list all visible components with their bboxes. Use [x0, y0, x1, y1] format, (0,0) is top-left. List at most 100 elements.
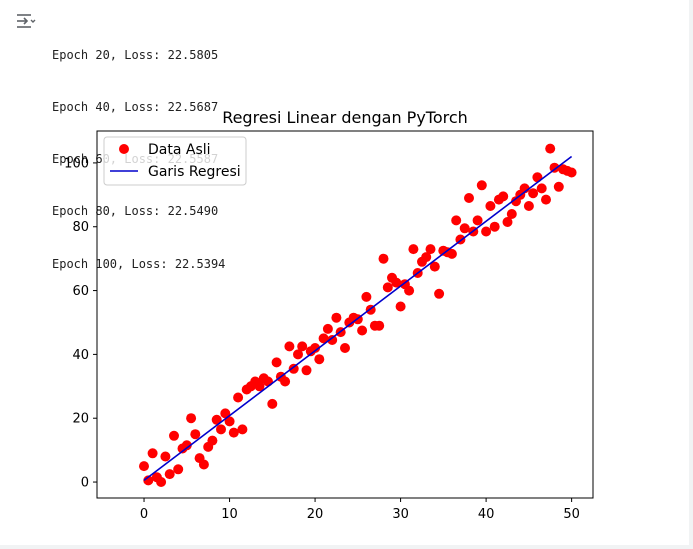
- data-point: [472, 215, 483, 226]
- data-point: [254, 381, 265, 392]
- data-point: [224, 416, 235, 427]
- data-point: [284, 341, 295, 352]
- x-axis: 0 10 20 30 40 50: [140, 498, 580, 522]
- points-layer: [139, 143, 577, 487]
- data-point: [173, 464, 184, 475]
- data-point: [190, 429, 201, 440]
- data-point: [267, 398, 278, 409]
- data-point: [476, 180, 487, 191]
- data-point: [293, 349, 303, 360]
- y-axis: 0 20 40 60 80 100: [64, 156, 97, 491]
- regression-line: [143, 155, 573, 482]
- data-point: [301, 365, 312, 376]
- data-point: [528, 188, 539, 199]
- data-point: [331, 312, 342, 323]
- data-point: [164, 469, 175, 480]
- x-tick-label: 0: [140, 507, 148, 522]
- line-layer: [143, 155, 573, 482]
- y-tick-label: 40: [72, 348, 89, 363]
- y-tick-label: 80: [72, 220, 89, 235]
- legend-label-data-asli: Data Asli: [148, 142, 211, 158]
- output-toggle-icon[interactable]: [14, 12, 38, 32]
- data-point: [425, 244, 436, 255]
- data-point: [506, 209, 517, 219]
- log-line: Epoch 80, Loss: 22.5490: [52, 204, 219, 219]
- data-point: [391, 277, 402, 288]
- legend-marker-points: [119, 144, 129, 154]
- data-point: [451, 215, 462, 226]
- data-point: [489, 221, 500, 232]
- data-point: [169, 430, 179, 441]
- plot-frame: [96, 130, 594, 499]
- data-point: [361, 291, 372, 302]
- data-point: [297, 341, 308, 352]
- data-point: [541, 194, 551, 205]
- data-point: [207, 435, 218, 446]
- x-tick-label: 50: [563, 507, 580, 522]
- data-point: [288, 363, 299, 374]
- data-point: [408, 244, 419, 255]
- data-point: [198, 459, 209, 470]
- x-tick-label: 20: [307, 507, 324, 522]
- legend: Data Asli Garis Regresi: [103, 136, 247, 186]
- data-point: [446, 248, 457, 259]
- data-point: [566, 167, 577, 178]
- data-point: [481, 226, 492, 237]
- page-gutter: [689, 0, 693, 549]
- log-line: Epoch 20, Loss: 22.5805: [52, 47, 219, 62]
- data-point: [280, 376, 291, 387]
- data-point: [322, 323, 333, 334]
- data-point: [220, 408, 231, 419]
- data-point: [233, 392, 244, 403]
- y-tick-label: 60: [72, 284, 89, 299]
- data-point: [139, 461, 149, 472]
- legend-box: [103, 136, 247, 186]
- data-point: [314, 354, 325, 365]
- data-point: [228, 427, 239, 438]
- chart-svg: Regresi Linear dengan PyTorch 0 10 20 30 40 5…: [64, 108, 594, 522]
- log-line: Epoch 40, Loss: 22.5687: [52, 100, 219, 115]
- data-point: [549, 162, 560, 173]
- data-point: [211, 414, 222, 425]
- data-point: [340, 343, 350, 353]
- chart-title: Regresi Linear dengan PyTorch: [222, 108, 468, 127]
- page-gutter: [0, 545, 693, 549]
- legend-label-garis-regresi: Garis Regresi: [148, 164, 241, 180]
- data-point: [237, 424, 248, 435]
- data-point: [395, 301, 406, 312]
- data-point: [310, 343, 321, 353]
- data-point: [160, 451, 171, 462]
- x-tick-label: 40: [478, 507, 495, 522]
- data-point: [216, 424, 226, 435]
- x-tick-label: 30: [392, 507, 409, 522]
- data-point: [357, 325, 368, 336]
- y-tick-label: 0: [81, 476, 89, 491]
- y-tick-label: 20: [72, 412, 89, 427]
- data-point: [404, 285, 415, 296]
- data-point: [536, 183, 547, 194]
- data-point: [263, 376, 273, 387]
- data-point: [143, 475, 154, 486]
- data-point: [421, 252, 432, 263]
- data-point: [181, 440, 192, 451]
- data-point: [147, 448, 158, 459]
- data-point: [485, 201, 496, 211]
- regression-chart: Regresi Linear dengan PyTorch 0 10 20 30 40 5…: [40, 100, 620, 534]
- data-point: [464, 193, 474, 203]
- data-point: [523, 201, 534, 211]
- data-point: [327, 335, 338, 345]
- log-line: Epoch 100, Loss: 22.5394: [52, 256, 226, 271]
- data-point: [532, 172, 543, 183]
- data-point: [434, 288, 445, 299]
- data-point: [318, 333, 329, 344]
- data-point: [382, 282, 393, 293]
- data-point: [498, 191, 509, 202]
- data-point: [271, 357, 282, 368]
- data-point: [186, 413, 197, 424]
- data-point: [459, 223, 470, 234]
- data-point: [502, 217, 513, 227]
- data-point: [378, 253, 389, 264]
- x-tick-label: 10: [221, 507, 238, 522]
- data-point: [429, 261, 440, 272]
